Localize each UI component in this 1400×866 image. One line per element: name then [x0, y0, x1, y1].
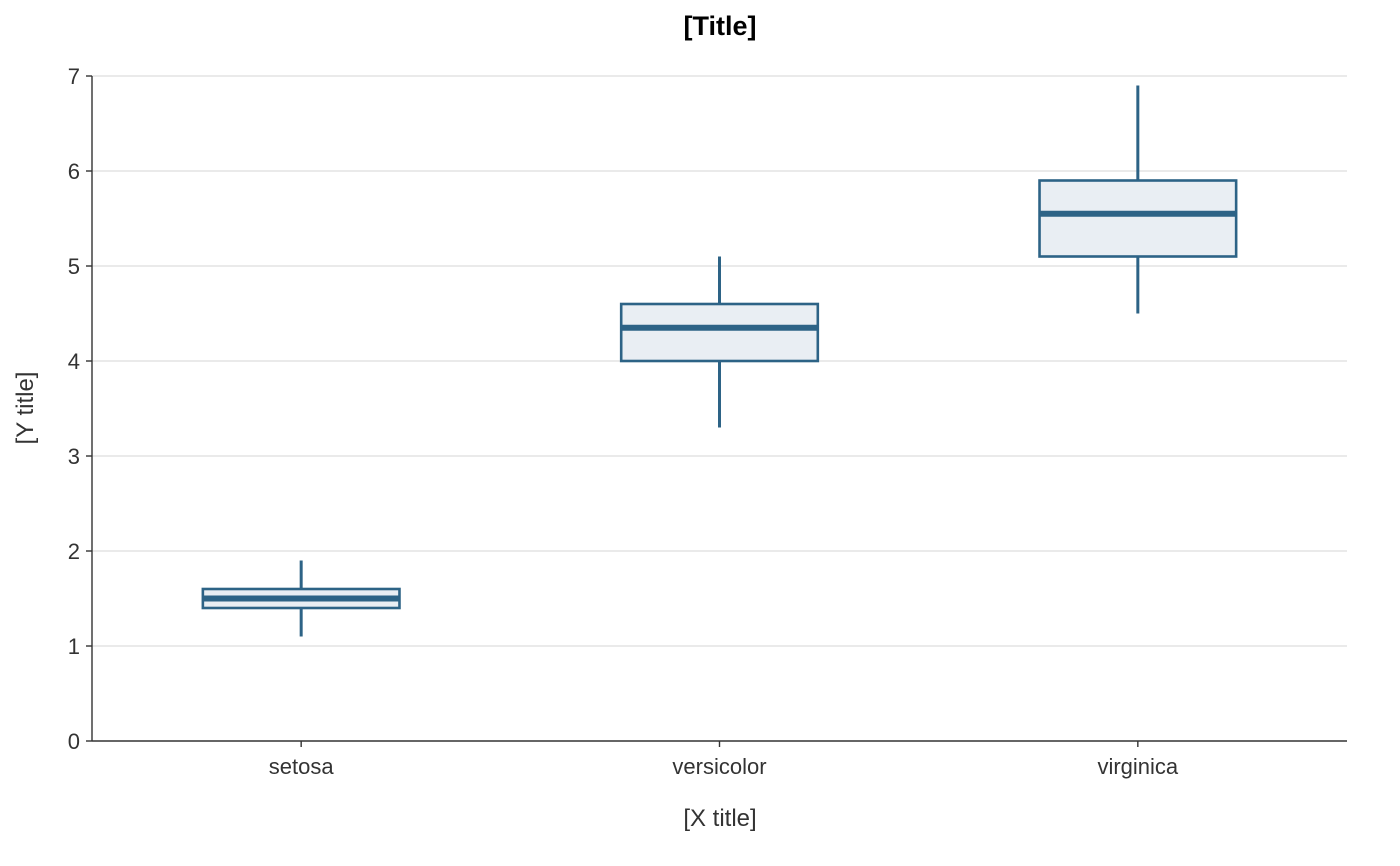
y-tick-label: 1 — [68, 634, 80, 659]
y-tick-label: 4 — [68, 349, 80, 374]
x-tick-label: versicolor — [672, 754, 766, 779]
box-iqr — [1038, 179, 1238, 258]
x-axis-ticks: setosa versicolor virginica — [269, 741, 1179, 779]
x-tick-label: setosa — [269, 754, 335, 779]
box-versicolor — [619, 256, 820, 428]
y-tick-label: 5 — [68, 254, 80, 279]
box-setosa — [201, 560, 401, 637]
y-tick-label: 7 — [68, 64, 80, 89]
box-iqr — [619, 302, 820, 363]
chart-title: [Title] — [684, 11, 757, 41]
box-series — [201, 85, 1238, 637]
y-axis-ticks: 0 1 2 3 4 5 6 7 — [68, 64, 92, 754]
y-tick-label: 0 — [68, 729, 80, 754]
x-tick-label: virginica — [1097, 754, 1178, 779]
y-tick-label: 6 — [68, 159, 80, 184]
y-axis-title: [Y title] — [12, 372, 39, 445]
y-tick-label: 3 — [68, 444, 80, 469]
x-axis-title: [X title] — [683, 805, 756, 832]
box-virginica — [1038, 85, 1238, 314]
y-tick-label: 2 — [68, 539, 80, 564]
